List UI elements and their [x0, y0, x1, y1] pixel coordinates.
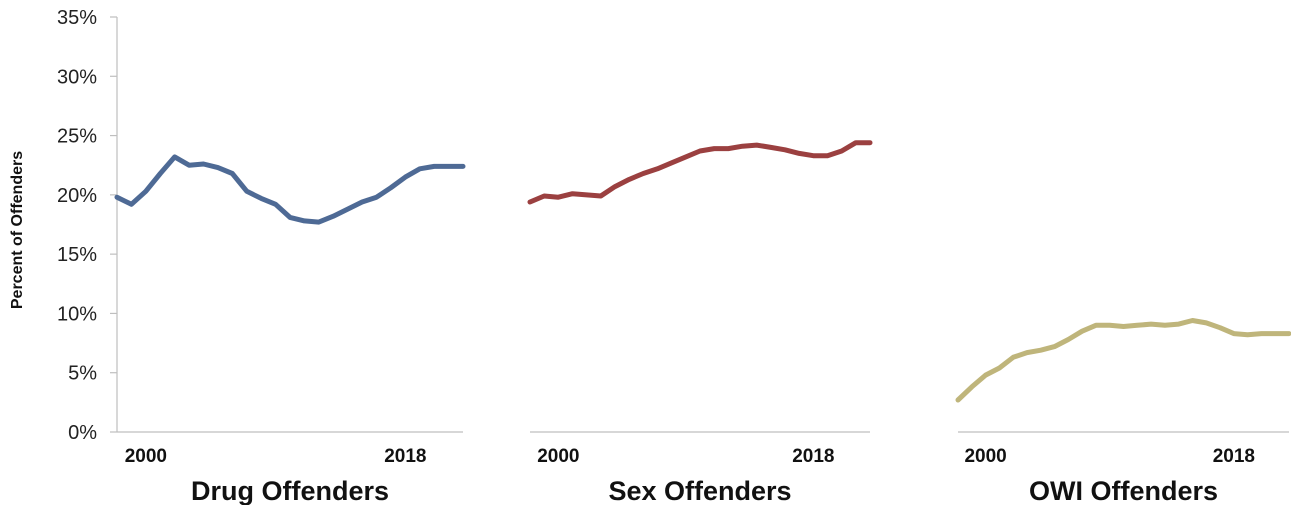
- y-tick-label: 0%: [68, 422, 97, 444]
- y-tick-label: 10%: [57, 303, 97, 325]
- panel-1: 2000 2018 Drug Offenders: [114, 154, 466, 505]
- y-axis-label: Percent of Offenders: [9, 151, 26, 309]
- panel-title: OWI Offenders: [1029, 476, 1218, 505]
- panel-title: Sex Offenders: [608, 476, 791, 505]
- series-line: [527, 140, 873, 205]
- y-tick-label: 35%: [57, 7, 97, 29]
- y-tick-label: 20%: [57, 185, 97, 207]
- y-tick-label: 30%: [57, 66, 97, 88]
- series-line: [955, 318, 1291, 403]
- y-tick-label: 25%: [57, 126, 97, 148]
- panel-3: 2000 2018 OWI Offenders: [955, 318, 1291, 505]
- x-tick-label: 2018: [384, 446, 426, 467]
- x-tick-label: 2000: [537, 446, 579, 467]
- x-tick-label: 2000: [125, 446, 167, 467]
- x-tick-label: 2018: [792, 446, 834, 467]
- x-tick-label: 2018: [1213, 446, 1255, 467]
- series-line: [114, 154, 466, 225]
- x-tick-label: 2000: [964, 446, 1006, 467]
- y-axis: 0% 5% 10% 15% 20% 25% 30% 35%: [57, 7, 118, 444]
- y-tick-label: 15%: [57, 244, 97, 266]
- panel-title: Drug Offenders: [191, 476, 389, 505]
- y-tick-label: 5%: [68, 363, 97, 385]
